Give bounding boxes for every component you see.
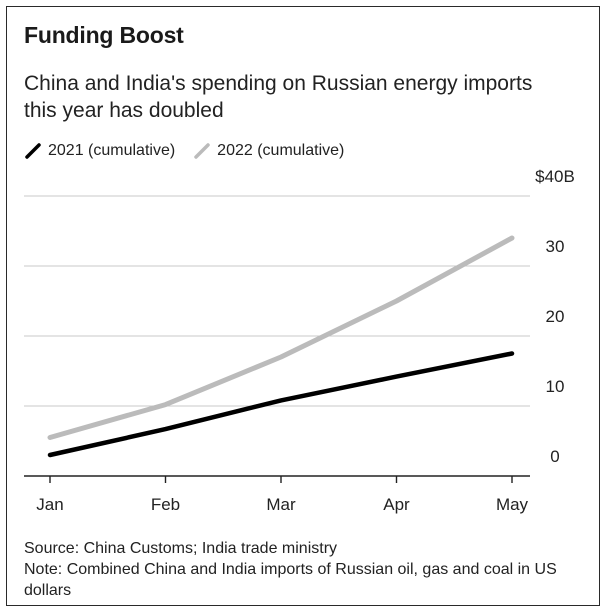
x-tick-label-feb: Feb bbox=[151, 495, 180, 514]
y-tick-label-20: 20 bbox=[546, 307, 565, 326]
legend-label-2021: 2021 (cumulative) bbox=[48, 142, 176, 159]
y-tick-label-40: $40B bbox=[535, 167, 575, 186]
legend-swatch-2021 bbox=[25, 143, 41, 159]
chart-title: Funding Boost bbox=[24, 22, 184, 48]
series-line-2022 bbox=[47, 235, 515, 440]
x-tick-label-may: May bbox=[496, 495, 529, 514]
chart-legend: 2021 (cumulative) 2022 (cumulative) bbox=[24, 142, 362, 160]
legend-item-2021: 2021 (cumulative) bbox=[24, 142, 175, 160]
legend-label-2022: 2022 (cumulative) bbox=[217, 142, 345, 159]
y-tick-label-0: 0 bbox=[550, 447, 559, 466]
source-note: Source: China Customs; India trade minis… bbox=[24, 540, 338, 557]
x-tick-label-jan: Jan bbox=[36, 495, 63, 514]
series-line-2021 bbox=[47, 351, 515, 458]
legend-item-2022: 2022 (cumulative) bbox=[193, 142, 344, 160]
y-tick-label-10: 10 bbox=[546, 377, 565, 396]
legend-swatch-2022 bbox=[194, 143, 210, 159]
footnote: Note: Combined China and India imports o… bbox=[24, 561, 557, 599]
x-tick-label-apr: Apr bbox=[383, 495, 410, 514]
y-tick-label-30: 30 bbox=[546, 237, 565, 256]
chart-footer: Source: China Customs; India trade minis… bbox=[24, 538, 584, 601]
chart-subtitle: China and India's spending on Russian en… bbox=[24, 72, 533, 122]
x-tick-label-mar: Mar bbox=[266, 495, 296, 514]
chart-frame bbox=[6, 6, 600, 606]
line-chart: 0 10 20 30 $40B Jan Feb Mar Apr May bbox=[24, 167, 575, 514]
